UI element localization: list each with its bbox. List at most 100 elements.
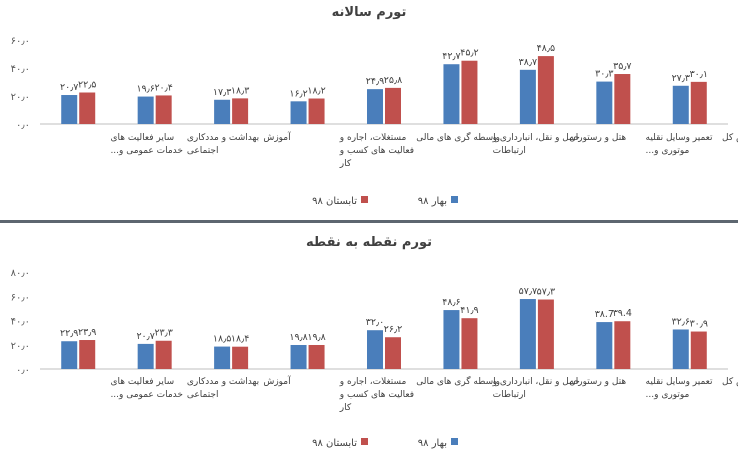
bar-spring bbox=[519, 69, 536, 124]
bar-summer bbox=[79, 92, 96, 124]
data-label: ۲۲٫۹ bbox=[60, 328, 78, 339]
legend-swatch bbox=[361, 438, 368, 445]
category-label: اجتماعی bbox=[187, 146, 219, 156]
data-label: ۳۲٫۶ bbox=[672, 316, 690, 327]
data-label: ۱۸٫۳ bbox=[231, 85, 249, 96]
bar-spring bbox=[214, 99, 231, 124]
bar-spring bbox=[367, 89, 383, 124]
y-tick-label: ۲۰٫۰ bbox=[11, 92, 30, 103]
category-label: اجتماعی bbox=[187, 390, 219, 400]
bar-summer bbox=[308, 344, 325, 369]
data-label: ۲۲٫۵ bbox=[78, 80, 96, 91]
data-label: ۳۹.4 bbox=[613, 308, 632, 319]
legend-swatch bbox=[451, 438, 458, 445]
data-label: ۳۸٫۷ bbox=[519, 57, 537, 68]
category-label: تعمیر وسایل نقلیه bbox=[646, 377, 713, 387]
chart-title: تورم سالانه bbox=[332, 5, 407, 20]
category-label: بهداشت و مددکاری bbox=[187, 377, 259, 387]
category-label: کار bbox=[339, 403, 352, 413]
data-label: ۲۰٫۷ bbox=[136, 331, 154, 342]
bar-spring bbox=[61, 341, 78, 369]
category-label: بهداشت و مددکاری bbox=[187, 133, 259, 143]
data-label: ۴۱٫۹ bbox=[460, 305, 478, 316]
annual-inflation-chart: تورم سالانه ۰٫۰ ۲۰٫۰ ۴۰٫۰ ۶۰٫۰ ۲۷٫۳۳۰٫۱ شاخص ک… bbox=[0, 0, 738, 220]
category-label: خدمات عمومی و... bbox=[110, 390, 183, 400]
category-label: آموزش bbox=[263, 375, 291, 387]
y-tick-label: ۸۰٫۰ bbox=[11, 268, 30, 279]
bar-summer bbox=[461, 60, 478, 124]
category-label: فعالیت های کسب و bbox=[339, 390, 414, 400]
chart-title: تورم نقطه به نقطه bbox=[306, 235, 432, 250]
data-label: ۲۷٫۳ bbox=[672, 73, 690, 84]
category-label: ارتباطات bbox=[493, 146, 526, 156]
data-label: ۲۰٫۷ bbox=[60, 82, 78, 93]
category-label: واسطه گری های مالی bbox=[416, 131, 500, 143]
point-to-point-inflation-chart: تورم نقطه به نقطه ۰٫۰ ۲۰٫۰ ۴۰٫۰ ۶۰٫۰ ۸۰٫۰ ۳۲٫۶… bbox=[0, 226, 738, 456]
category-label: موتوری و... bbox=[646, 146, 690, 156]
y-tick-label: ۰٫۰ bbox=[16, 365, 30, 376]
data-label: ۳۰٫۱ bbox=[690, 69, 708, 80]
category-label: فعالیت های کسب و bbox=[339, 146, 414, 156]
bar-summer bbox=[385, 87, 401, 124]
bar-spring bbox=[596, 81, 613, 124]
data-label: ۳۵٫۷ bbox=[613, 61, 631, 72]
category-label: خدمات عمومی و... bbox=[110, 146, 183, 156]
y-tick-label: ۴۰٫۰ bbox=[11, 317, 30, 328]
bar-summer bbox=[614, 321, 631, 369]
data-label: ۴۸٫۶ bbox=[442, 297, 460, 308]
category-label: ارتباطات bbox=[493, 390, 526, 400]
category-label: هتل و رستوران bbox=[569, 133, 626, 143]
y-tick-label: ۶۰٫۰ bbox=[11, 36, 30, 47]
category-label: موتوری و... bbox=[646, 390, 690, 400]
category-label: حمل و نقل، انبارداری و bbox=[492, 377, 580, 387]
data-label: ۱۸٫۵ bbox=[213, 334, 231, 345]
bar-spring bbox=[137, 96, 154, 124]
data-label: ۵۷٫۳ bbox=[537, 287, 555, 298]
point-to-point-inflation-chart-svg: تورم نقطه به نقطه ۰٫۰ ۲۰٫۰ ۴۰٫۰ ۶۰٫۰ ۸۰٫۰ ۳۲٫۶… bbox=[11, 235, 738, 449]
bar-spring bbox=[367, 330, 383, 369]
bar-summer bbox=[232, 346, 249, 369]
data-label: ۲۳٫۳ bbox=[154, 328, 172, 339]
data-label: ۲۰٫۴ bbox=[154, 82, 172, 93]
category-label: حمل و نقل، انبارداری و bbox=[492, 133, 580, 143]
y-tick-label: ۴۰٫۰ bbox=[11, 64, 30, 75]
bar-spring bbox=[214, 346, 231, 369]
category-label: شاخص کل bbox=[722, 133, 738, 143]
bar-spring bbox=[290, 344, 307, 369]
legend-swatch bbox=[451, 196, 458, 203]
category-label: سایر فعالیت های bbox=[110, 133, 174, 143]
category-label: مستغلات، اجاره و bbox=[339, 133, 407, 143]
bar-spring bbox=[443, 310, 460, 369]
bar-summer bbox=[232, 98, 249, 124]
bar-summer bbox=[537, 56, 554, 124]
bar-spring bbox=[672, 329, 689, 369]
data-label: ۵۷٫۷ bbox=[519, 286, 537, 297]
data-label: ۲۵٫۸ bbox=[384, 75, 402, 86]
data-label: ۳۲٫۰ bbox=[366, 317, 384, 328]
data-label: ۴۵٫۲ bbox=[460, 48, 478, 59]
category-label: آموزش bbox=[263, 131, 291, 143]
data-label: ۱۸٫۲ bbox=[307, 86, 325, 97]
bar-spring bbox=[519, 299, 536, 369]
data-label: ۱۸٫۴ bbox=[231, 334, 249, 345]
bar-spring bbox=[137, 343, 154, 369]
bar-spring bbox=[596, 322, 613, 369]
legend-label: بهار ۹۸ bbox=[418, 196, 447, 207]
category-label: سایر فعالیت های bbox=[110, 377, 174, 387]
legend-label: بهار ۹۸ bbox=[418, 438, 447, 449]
category-label: شاخص کل bbox=[722, 377, 738, 387]
data-label: ۱۹٫۸ bbox=[307, 332, 325, 343]
bar-summer bbox=[308, 98, 325, 124]
data-label: ۳۰٫۳ bbox=[595, 69, 613, 80]
data-label: ۳۰٫۹ bbox=[690, 319, 708, 330]
bar-spring bbox=[61, 95, 78, 124]
legend-swatch bbox=[361, 196, 368, 203]
category-label: تعمیر وسایل نقلیه bbox=[646, 133, 713, 143]
data-label: ۳۸.7 bbox=[595, 309, 614, 320]
data-label: ۲۳٫۹ bbox=[78, 327, 96, 338]
category-label: واسطه گری های مالی bbox=[416, 375, 500, 387]
y-tick-label: ۰٫۰ bbox=[16, 120, 30, 131]
bar-spring bbox=[672, 85, 689, 124]
category-label: کار bbox=[339, 159, 352, 169]
bar-summer bbox=[690, 81, 707, 124]
